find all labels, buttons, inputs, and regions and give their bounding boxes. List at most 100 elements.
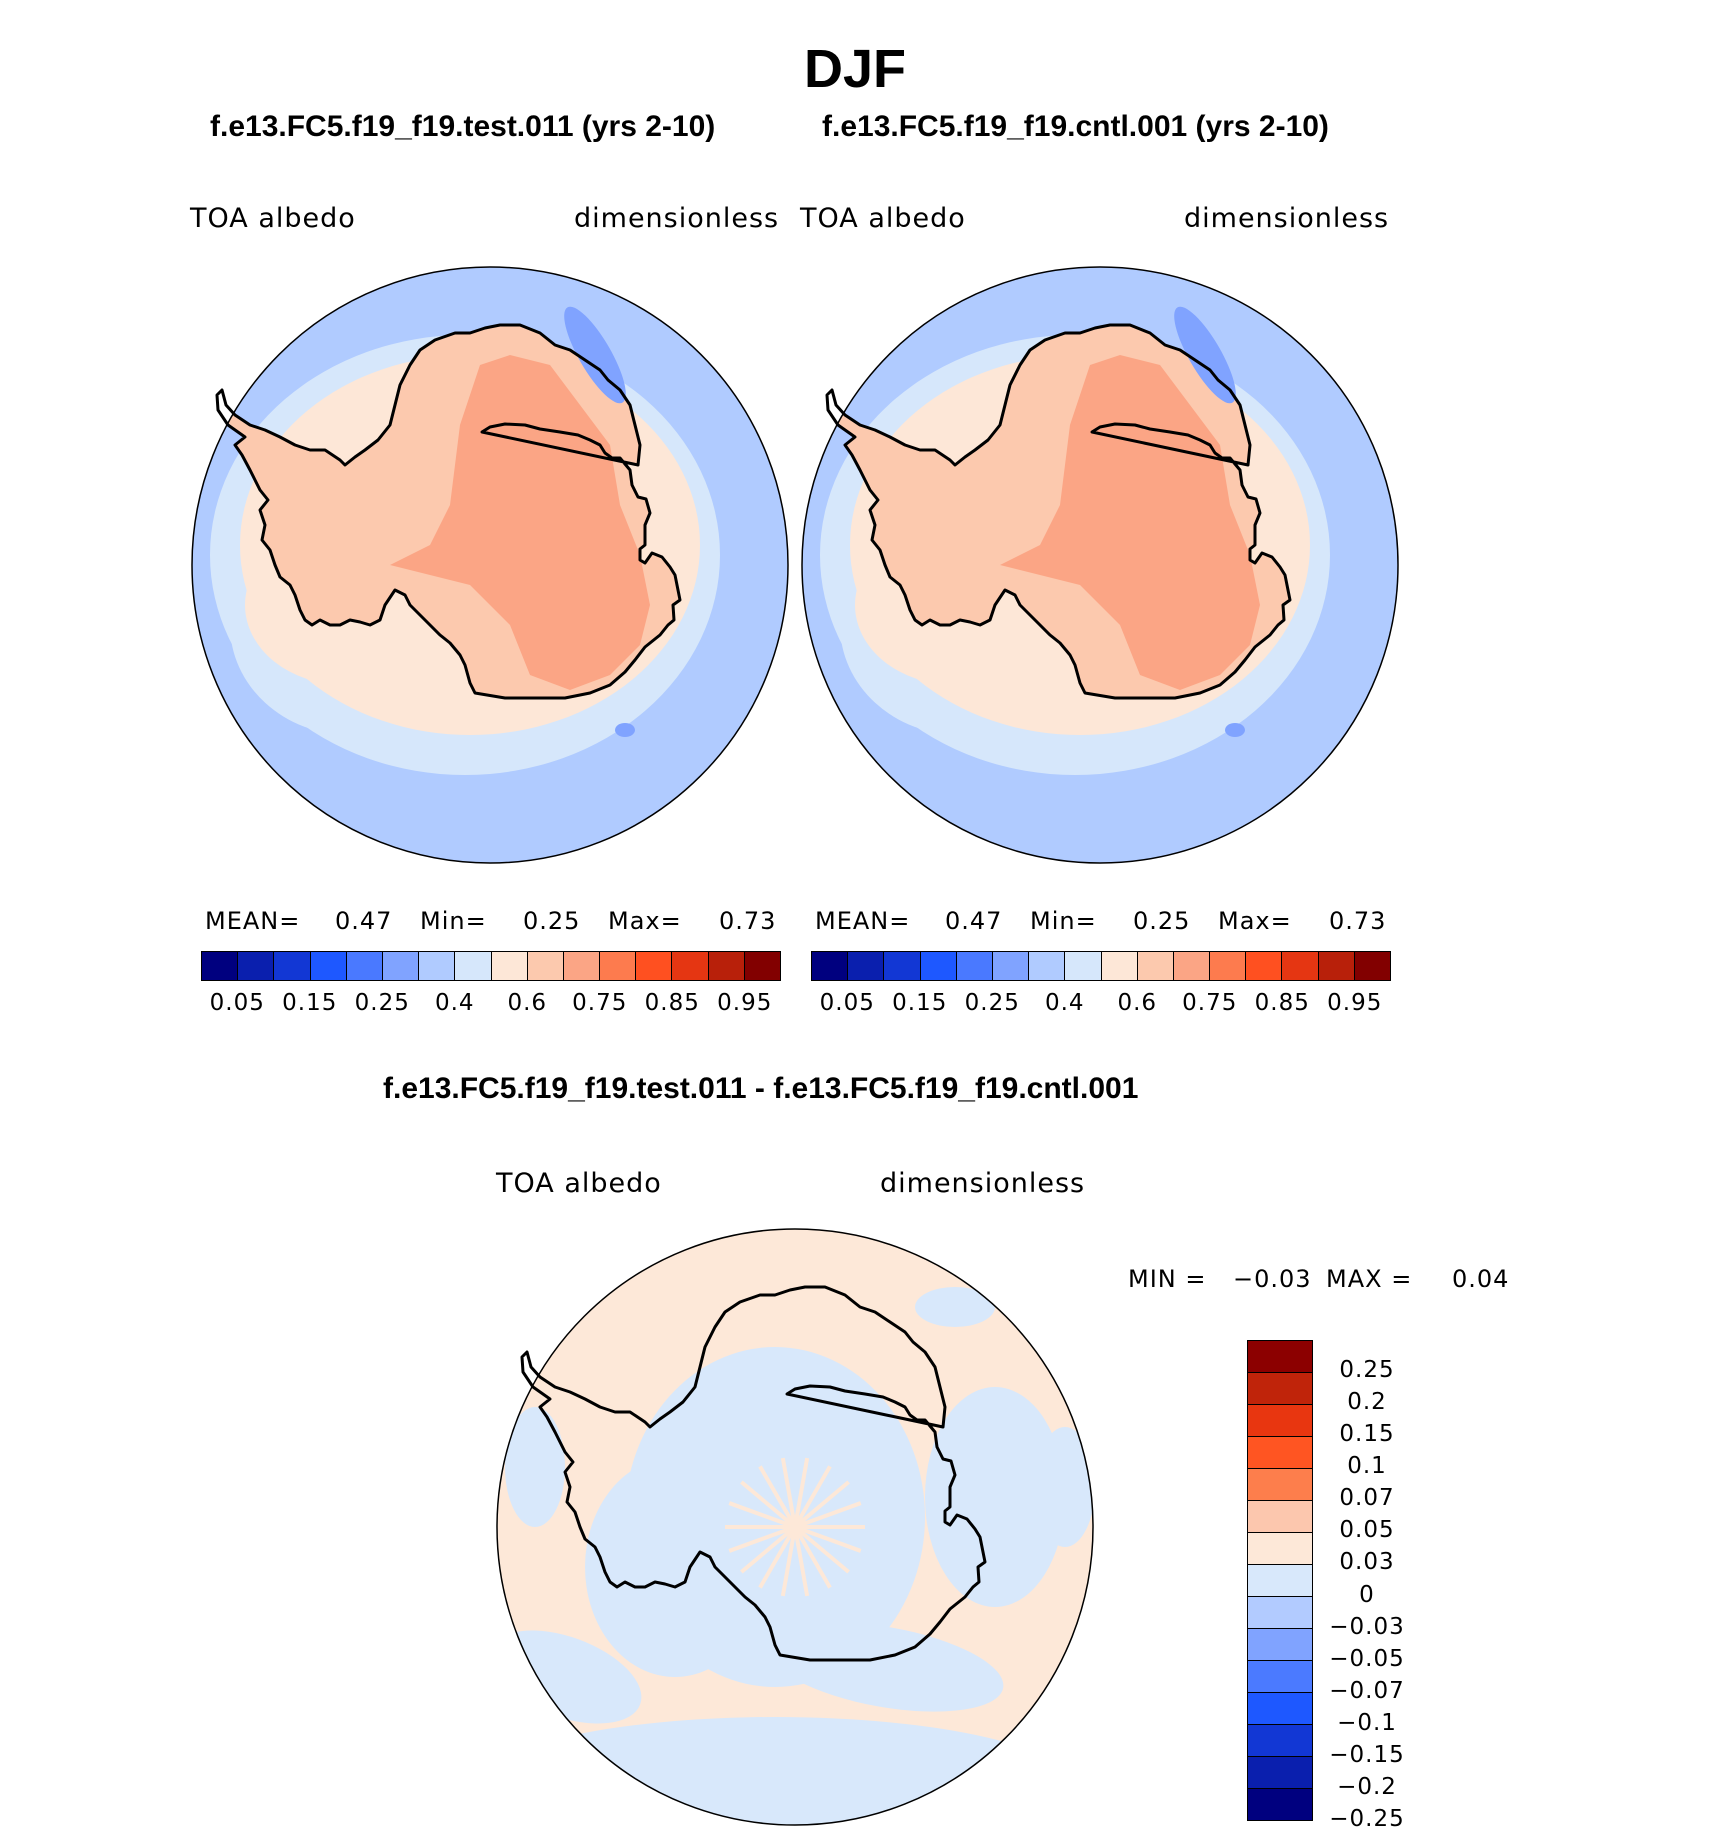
colorbar-cell <box>1248 1437 1312 1469</box>
colorbar-cell <box>1210 952 1247 980</box>
radial-streak <box>740 1525 797 1574</box>
colorbar-cell <box>1248 1341 1312 1373</box>
cntl-mean-label: MEAN= <box>815 907 911 935</box>
colorbar-cell <box>848 952 885 980</box>
diff-variable-label: TOA albedo <box>496 1168 662 1199</box>
colorbar-tick-label: 0.05 <box>209 990 265 1016</box>
antarctica-coastline <box>215 323 682 700</box>
map-boundary-circle <box>191 266 789 864</box>
cntl-colorbar <box>811 951 1391 981</box>
radial-streak <box>793 1525 850 1574</box>
test-case-title: f.e13.FC5.f19_f19.test.011 (yrs 2-10) <box>210 110 716 143</box>
colorbar-cell <box>346 952 383 980</box>
colorbar-cell <box>812 952 849 980</box>
radial-streak <box>728 1501 796 1529</box>
radial-streak <box>793 1526 810 1597</box>
colorbar-cell <box>274 952 311 980</box>
colorbar-tick-label: 0.25 <box>354 990 410 1016</box>
colorbar-cell <box>1248 1565 1312 1597</box>
colorbar-tick-label: −0.15 <box>1329 1741 1405 1768</box>
antarctica-coastline <box>520 1285 987 1662</box>
colorbar-cell <box>884 952 921 980</box>
colorbar-tick-label: 0.05 <box>819 990 875 1016</box>
colorbar-cell <box>563 952 601 980</box>
colorbar-cell <box>1248 1693 1312 1725</box>
cntl-min-label: Min= <box>1030 907 1097 935</box>
colorbar-cell <box>491 952 528 980</box>
radial-streak <box>758 1465 797 1528</box>
test-variable-label: TOA albedo <box>190 203 356 234</box>
test-min-value: 0.25 <box>523 907 581 935</box>
cntl-max-value: 0.73 <box>1329 907 1387 935</box>
radial-streak <box>793 1457 810 1528</box>
colorbar-tick-label: −0.1 <box>1337 1709 1397 1736</box>
colorbar-cell <box>1029 952 1066 980</box>
colorbar-cell <box>1101 952 1138 980</box>
test-max-label: Max= <box>608 907 682 935</box>
figure-title: DJF <box>803 39 906 99</box>
colorbar-tick-label: 0.05 <box>1339 1517 1395 1544</box>
map-boundary-circle <box>496 1228 1094 1826</box>
colorbar-tick-label: 0.07 <box>1339 1485 1395 1512</box>
radial-streak <box>794 1525 862 1553</box>
colorbar-tick-label: 0.1 <box>1347 1453 1387 1480</box>
negative-anomaly-region <box>915 1287 995 1327</box>
negative-anomaly-region <box>585 1457 765 1677</box>
colorbar-cell <box>202 952 239 980</box>
diff-colorbar <box>1247 1340 1313 1821</box>
antarctica-coastline <box>825 323 1292 700</box>
colorbar-tick-label: 0.6 <box>507 990 548 1016</box>
colorbar-tick-label: 0.85 <box>1254 990 1310 1016</box>
radial-streak <box>780 1526 797 1597</box>
radial-streak <box>728 1525 796 1553</box>
negative-anomaly-region <box>1035 1427 1093 1547</box>
colorbar-cell <box>1248 1469 1312 1501</box>
colorbar-cell <box>1248 1597 1312 1629</box>
diff-min-value: −0.03 <box>1233 1265 1312 1293</box>
colorbar-tick-label: 0 <box>1359 1581 1375 1608</box>
colorbar-cell <box>1248 1501 1312 1533</box>
diff-title: f.e13.FC5.f19_f19.test.011 - f.e13.FC5.f… <box>383 1072 1139 1105</box>
cntl-map-group <box>801 266 1399 864</box>
colorbar-tick-label: 0.2 <box>1347 1389 1387 1416</box>
test-mean-value: 0.47 <box>335 907 393 935</box>
colorbar-cell <box>1354 952 1390 980</box>
colorbar-tick-label: 0.95 <box>717 990 773 1016</box>
colorbar-tick-label: 0.15 <box>282 990 338 1016</box>
colorbar-cell <box>1173 952 1211 980</box>
colorbar-tick-label: −0.05 <box>1329 1645 1405 1672</box>
test-units-label: dimensionless <box>574 203 780 234</box>
cntl-mean-value: 0.47 <box>945 907 1003 935</box>
colorbar-cell <box>527 952 564 980</box>
test-colorbar <box>201 951 781 981</box>
radial-streak <box>740 1480 797 1529</box>
colorbar-cell <box>636 952 673 980</box>
cntl-max-label: Max= <box>1218 907 1292 935</box>
radial-streak <box>793 1465 832 1528</box>
radial-streak <box>793 1526 832 1589</box>
colorbar-tick-label: 0.75 <box>1182 990 1238 1016</box>
cntl-units-label: dimensionless <box>1184 203 1390 234</box>
colorbar-cell <box>1248 1661 1312 1693</box>
colorbar-cell <box>382 952 420 980</box>
colorbar-cell <box>708 952 745 980</box>
colorbar-tick-label: 0.6 <box>1117 990 1158 1016</box>
colorbar-tick-label: 0.03 <box>1339 1549 1395 1576</box>
test-max-value: 0.73 <box>719 907 777 935</box>
colorbar-tick-label: −0.07 <box>1329 1677 1405 1704</box>
negative-anomaly-region <box>505 1407 565 1527</box>
colorbar-cell <box>1137 952 1174 980</box>
colorbar-cell <box>1248 1405 1312 1437</box>
colorbar-tick-label: 0.75 <box>572 990 628 1016</box>
colorbar-tick-label: 0.15 <box>892 990 948 1016</box>
diff-map-group <box>496 1228 1094 1826</box>
negative-anomaly-region <box>766 1622 1004 1712</box>
colorbar-cell <box>744 952 780 980</box>
test-map-group <box>191 266 789 864</box>
colorbar-cell <box>1248 1373 1312 1405</box>
colorbar-tick-label: 0.25 <box>1339 1357 1395 1384</box>
colorbar-tick-label: −0.03 <box>1329 1613 1405 1640</box>
